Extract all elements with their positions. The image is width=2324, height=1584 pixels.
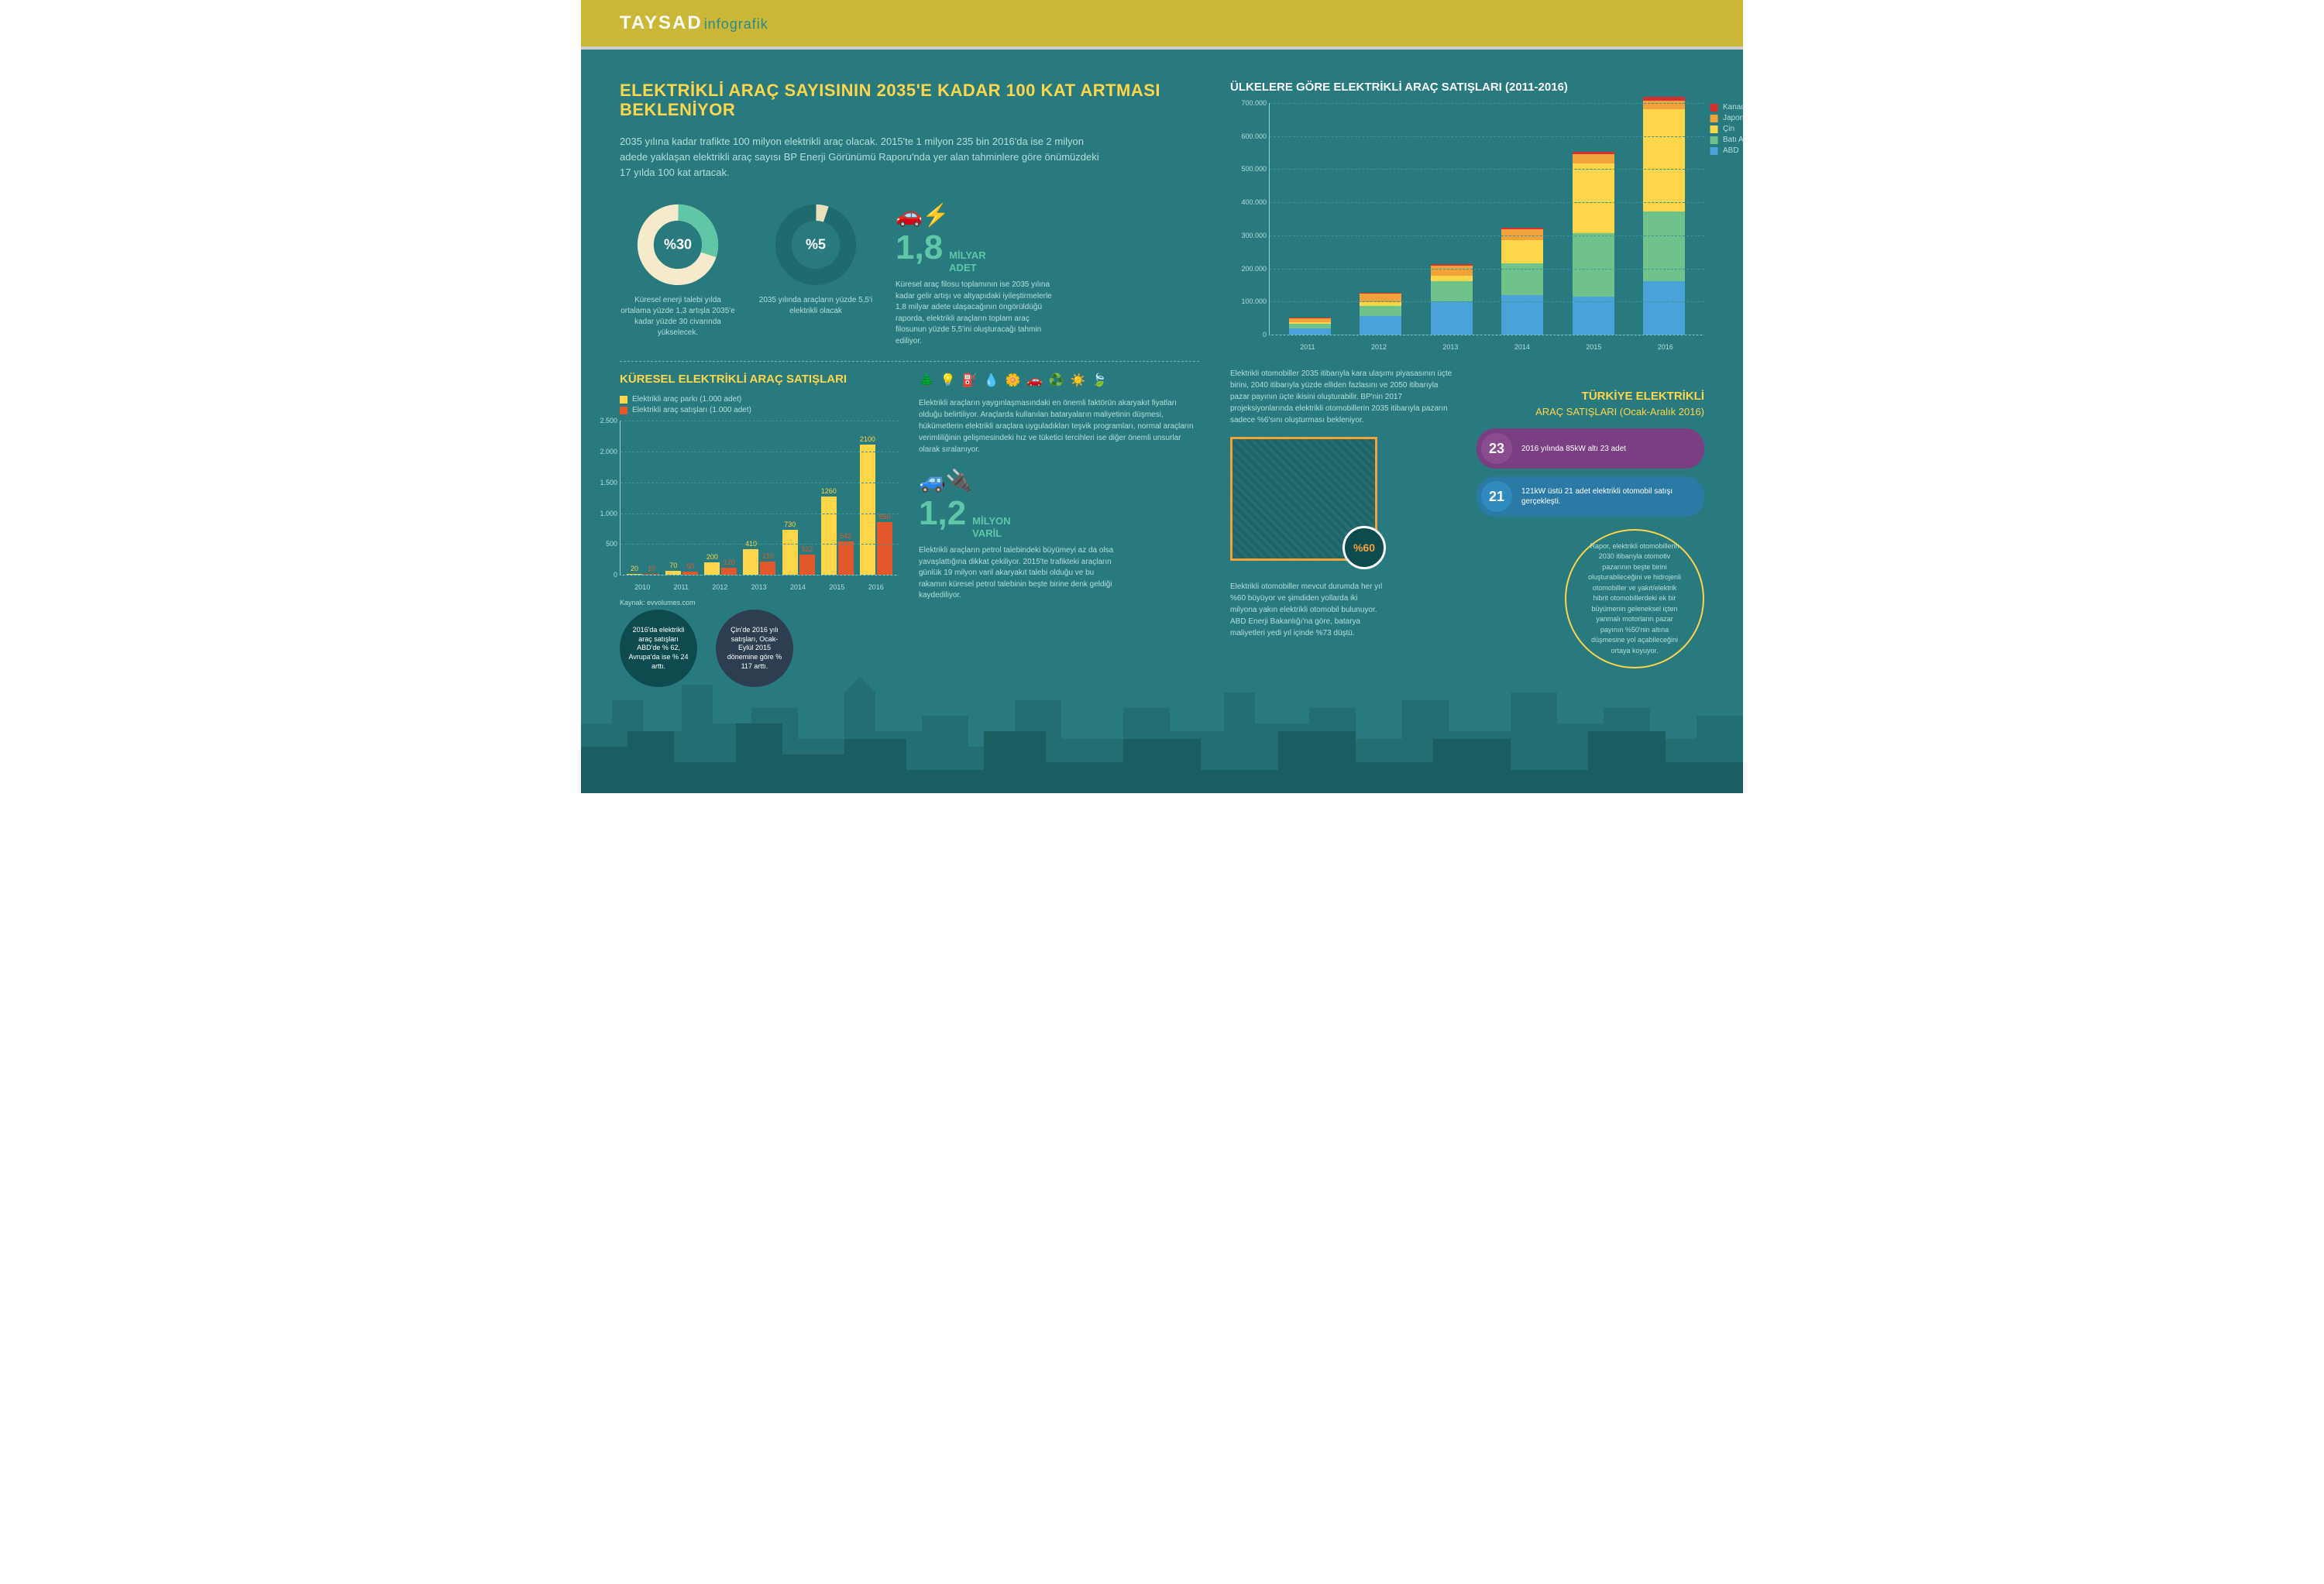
donut-5-label: %5 [806,237,826,253]
source: Kaynak: evvolumes.com [620,599,899,606]
pill-23-circle: 23 [1481,433,1512,464]
car-plug-icon: 🚗⚡ [896,202,1199,228]
donut-5: %5 [773,202,858,287]
donut-30-label: %30 [664,237,692,253]
pill-21: 21 121kW üstü 21 adet elektrikli otomobi… [1477,476,1704,517]
factors-text: Elektrikli araçların yaygınlaşmasındaki … [919,397,1199,455]
tree-icon: 🌲 [919,373,934,388]
country-chart: KanadaJaponyaÇinBatı AvrupaABD 0100.0002… [1269,103,1704,335]
donut-30: %30 [635,202,720,287]
intro-text: 2035 yılına kadar trafikte 100 milyon el… [620,134,1100,180]
legend-item: Elektrikli araç satışları (1.000 adet) [620,406,899,414]
pump-icon: ⛽ [962,373,978,388]
left-column: ELEKTRİKLİ ARAÇ SAYISININ 2035'E KADAR 1… [620,81,1199,687]
stat-12-text: Elektrikli araçların petrol talebindeki … [919,545,1120,602]
infographic: ELEKTRİKLİ ARAÇ SAYISININ 2035'E KADAR 1… [581,50,1743,793]
turbine-text: Rapor, elektrikli otomobillerin 2030 iti… [1587,541,1683,657]
legend-item: Elektrikli araç parkı (1.000 adet) [620,395,899,404]
turkey-block: TÜRKİYE ELEKTRİKLİ ARAÇ SATIŞLARI (Ocak-… [1477,390,1704,668]
split-col: Elektrikli otomobiller 2035 itibarıyla k… [1230,368,1704,668]
eco-icons: 🌲 💡 ⛽ 💧 🌼 🚗 ♻️ ☀️ 🍃 [919,373,1199,388]
turbine-card: Rapor, elektrikli otomobillerin 2030 iti… [1565,529,1704,668]
stat-18-num: 1,8 MİLYARADET [896,231,1199,273]
global-sales-legend: Elektrikli araç parkı (1.000 adet) Elektr… [620,395,899,414]
dash-1 [620,361,1199,362]
flower-icon: 🌼 [1006,373,1021,388]
global-sales-title: KÜRESEL ELEKTRİKLİ ARAÇ SATIŞLARI [620,373,899,386]
leaf-icon: 🍃 [1092,373,1107,388]
topbar: TAYSAD infografik [581,0,1743,46]
stats-row: %30 Küresel enerji talebi yılda ortalama… [620,202,1199,347]
framed-image: %60 [1230,437,1377,561]
sun-icon: ☀️ [1070,373,1085,388]
sixty-text: Elektrikli otomobiller mevcut durumda he… [1230,581,1385,639]
pill-23-text: 2016 yılında 85kW altı 23 adet [1521,444,1626,454]
global-sales-bars: 2010705020012041021073032212605422100850 [621,421,899,575]
brand: TAYSAD infografik [620,12,768,34]
circle-badge: Çin'de 2016 yılı satışları, Ocak-Eylül 2… [716,610,793,687]
car-charge-icon: 🚙🔌 [919,468,1199,493]
factors-column: 🌲 💡 ⛽ 💧 🌼 🚗 ♻️ ☀️ 🍃 Elektrikli araçların… [919,373,1199,687]
pill-21-text: 121kW üstü 21 adet elektrikli otomobil s… [1521,486,1692,507]
car-icon: 🚗 [1027,373,1043,388]
stat-30: %30 Küresel enerji talebi yılda ortalama… [620,202,736,338]
country-chart-legend: KanadaJaponyaÇinBatı AvrupaABD [1710,103,1743,155]
stat-18: 🚗⚡ 1,8 MİLYARADET Küresel araç filosu to… [896,202,1199,347]
pill-23: 23 2016 yılında 85kW altı 23 adet [1477,428,1704,469]
country-chart-title: ÜLKELERE GÖRE ELEKTRİKLİ ARAÇ SATIŞLARI … [1230,81,1704,94]
donut-5-desc: 2035 yılında araçların yüzde 5,5'i elekt… [758,295,874,317]
bp-text: Elektrikli otomobiller 2035 itibarıyla k… [1230,368,1458,426]
country-chart-bars [1270,103,1704,335]
global-sales-plot: 2010705020012041021073032212605422100850… [620,421,899,576]
turkey-sub: ARAÇ SATIŞLARI (Ocak-Aralık 2016) [1477,406,1704,417]
badges-row: 2016'da elektrikli araç satışları ABD'de… [620,610,899,687]
drop-icon: 💧 [984,373,999,388]
turkey-title: TÜRKİYE ELEKTRİKLİ [1477,390,1704,403]
right-column: ÜLKELERE GÖRE ELEKTRİKLİ ARAÇ SATIŞLARI … [1230,81,1704,687]
brand-main: TAYSAD [620,12,703,34]
bp-block: Elektrikli otomobiller 2035 itibarıyla k… [1230,368,1458,668]
brand-sub: infografik [704,16,768,33]
stat-5: %5 2035 yılında araçların yüzde 5,5'i el… [758,202,874,317]
global-sales-row: KÜRESEL ELEKTRİKLİ ARAÇ SATIŞLARI Elektr… [620,373,1199,687]
sixty-badge: %60 [1342,526,1386,569]
pill-21-circle: 21 [1481,481,1512,512]
recycle-icon: ♻️ [1049,373,1064,388]
country-chart-xlabels: 201120122013201420152016 [1269,338,1704,351]
bulb-icon: 💡 [940,373,956,388]
stat-18-text: Küresel araç filosu toplamının ise 2035 … [896,280,1058,347]
page: TAYSAD infografik ELEKTRİKLİ ARAÇ SAYISI… [581,0,1743,793]
global-sales-chart-box: KÜRESEL ELEKTRİKLİ ARAÇ SATIŞLARI Elektr… [620,373,899,687]
circle-badge: 2016'da elektrikli araç satışları ABD'de… [620,610,697,687]
stat-12-num: 1,2 MİLYONVARİL [919,497,1199,539]
main-title: ELEKTRİKLİ ARAÇ SAYISININ 2035'E KADAR 1… [620,81,1199,120]
donut-30-desc: Küresel enerji talebi yılda ortalama yüz… [620,295,736,338]
global-sales-xlabels: 2010201120122013201420152016 [620,579,899,591]
